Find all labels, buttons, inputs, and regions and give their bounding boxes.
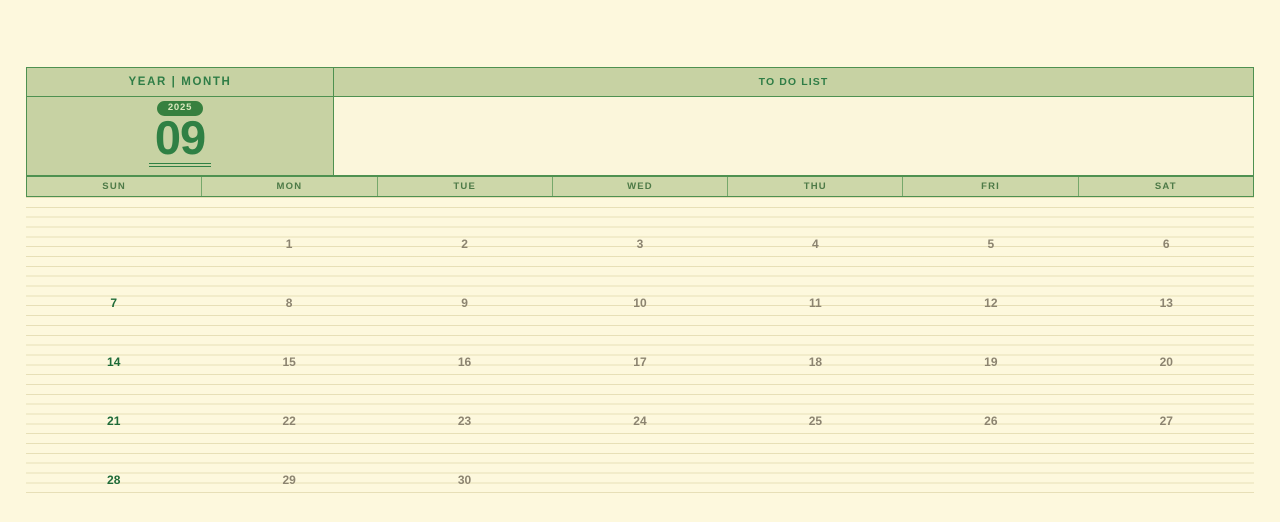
day-number: 17: [633, 355, 647, 369]
day-number: 26: [984, 414, 998, 428]
day-number: 4: [812, 237, 819, 251]
day-cell[interactable]: 22: [201, 374, 376, 433]
weekday-cell-fri: FRI: [903, 177, 1079, 196]
weekday-cell-thu: THU: [728, 177, 904, 196]
day-cell[interactable]: 15: [201, 315, 376, 374]
day-cell[interactable]: 19: [903, 315, 1078, 374]
day-number: 22: [282, 414, 296, 428]
day-number: 19: [984, 355, 998, 369]
day-cell[interactable]: 11: [728, 256, 903, 315]
day-number: 24: [633, 414, 647, 428]
year-month-header-label: YEAR | MONTH: [128, 76, 232, 88]
day-number: 30: [457, 473, 472, 487]
day-cell[interactable]: 10: [552, 256, 727, 315]
day-cell[interactable]: 5: [903, 197, 1078, 256]
day-cell[interactable]: 9: [377, 256, 552, 315]
calendar-week-row: 7 8 9 10 11 12 13: [26, 256, 1254, 315]
calendar-week-row: 21 22 23 24 25 26 27: [26, 374, 1254, 433]
day-cell[interactable]: 14: [26, 315, 201, 374]
year-badge: 2025: [156, 101, 204, 116]
day-cell[interactable]: 7: [26, 256, 201, 315]
day-cell[interactable]: 16: [377, 315, 552, 374]
day-number: 18: [808, 355, 823, 369]
day-number: 1: [285, 237, 293, 251]
day-cell[interactable]: 29: [201, 433, 376, 492]
weekday-cell-wed: WED: [552, 177, 729, 196]
day-cell[interactable]: 13: [1079, 256, 1254, 315]
day-number: 7: [110, 296, 118, 310]
day-number: 9: [461, 296, 468, 310]
day-cell[interactable]: 23: [377, 374, 552, 433]
calendar-week-row: 28 29 30: [26, 433, 1254, 492]
weekday-cell-sun: SUN: [27, 177, 203, 196]
calendar-top-band: YEAR | MONTH TO DO LIST: [26, 67, 1254, 97]
day-number: 5: [987, 237, 995, 251]
day-cell[interactable]: 12: [903, 256, 1078, 315]
day-cell[interactable]: [1079, 433, 1254, 492]
weekday-cell-mon: MON: [202, 177, 378, 196]
calendar-week-row: 14 15 16 17 18 19 20: [26, 315, 1254, 374]
day-number: 29: [282, 473, 296, 487]
day-cell[interactable]: [26, 197, 201, 256]
day-number: 8: [285, 296, 293, 310]
day-cell[interactable]: [552, 433, 727, 492]
month-underline-rule: [149, 162, 211, 167]
day-cell[interactable]: 6: [1079, 197, 1254, 256]
weekday-label: THU: [803, 181, 827, 192]
day-number: 15: [282, 355, 296, 369]
day-cell[interactable]: 24: [552, 374, 727, 433]
day-cell[interactable]: 26: [903, 374, 1078, 433]
weekday-label: MON: [276, 181, 303, 192]
day-number: 28: [107, 473, 121, 487]
day-cell[interactable]: 27: [1079, 374, 1254, 433]
day-cell[interactable]: 21: [26, 374, 201, 433]
weekday-cell-sat: SAT: [1078, 177, 1253, 196]
calendar-date-body: 1 2 3 4 5 6 7 8 9 10 11 12 13 14 15 16 1…: [26, 197, 1254, 501]
day-number: 14: [107, 355, 121, 369]
day-cell[interactable]: 20: [1079, 315, 1254, 374]
todo-list-header-cell: TO DO LIST: [333, 67, 1254, 97]
day-number: 13: [1159, 296, 1173, 310]
day-number: 12: [984, 296, 998, 310]
day-cell[interactable]: 1: [201, 197, 376, 256]
day-number: 3: [636, 237, 644, 251]
day-cell[interactable]: 2: [377, 197, 552, 256]
day-cell[interactable]: 30: [377, 433, 552, 492]
day-number: 25: [808, 414, 823, 428]
weekday-label: SAT: [1154, 181, 1177, 192]
calendar-week-row: 1 2 3 4 5 6: [26, 197, 1254, 256]
day-cell[interactable]: [728, 433, 903, 492]
day-cell[interactable]: 8: [201, 256, 376, 315]
day-cell[interactable]: 17: [552, 315, 727, 374]
todo-list-header-label: TO DO LIST: [758, 76, 829, 88]
day-cell[interactable]: [903, 433, 1078, 492]
day-number: 23: [457, 414, 472, 428]
day-cell[interactable]: 4: [728, 197, 903, 256]
day-number: 11: [809, 296, 822, 310]
weekday-header-row: SUN MON TUE WED THU FRI SAT: [26, 176, 1254, 197]
day-cell[interactable]: 25: [728, 374, 903, 433]
month-display-block: 2025 09: [26, 97, 333, 176]
calendar-mid-band: 2025 09: [26, 97, 1254, 176]
weekday-label: TUE: [453, 181, 476, 192]
day-cell[interactable]: 18: [728, 315, 903, 374]
day-number: 27: [1159, 414, 1173, 428]
day-number: 20: [1159, 355, 1173, 369]
todo-list-write-area[interactable]: [333, 97, 1254, 176]
day-number: 2: [461, 237, 468, 251]
weekday-label: SUN: [102, 181, 126, 192]
weekday-label: WED: [627, 181, 653, 192]
month-number: 09: [154, 110, 206, 164]
weekday-cell-tue: TUE: [377, 177, 553, 196]
monthly-calendar: YEAR | MONTH TO DO LIST 2025 09 SUN MON …: [26, 67, 1254, 502]
day-number: 16: [457, 355, 472, 369]
weekday-label: FRI: [981, 181, 1000, 192]
day-cell[interactable]: 28: [26, 433, 201, 492]
calendar-weeks: 1 2 3 4 5 6 7 8 9 10 11 12 13 14 15 16 1…: [26, 197, 1254, 492]
day-number: 10: [633, 296, 647, 310]
day-number: 6: [1162, 237, 1170, 251]
year-month-header-cell: YEAR | MONTH: [26, 67, 333, 97]
day-cell[interactable]: 3: [552, 197, 727, 256]
day-number: 21: [107, 414, 121, 428]
